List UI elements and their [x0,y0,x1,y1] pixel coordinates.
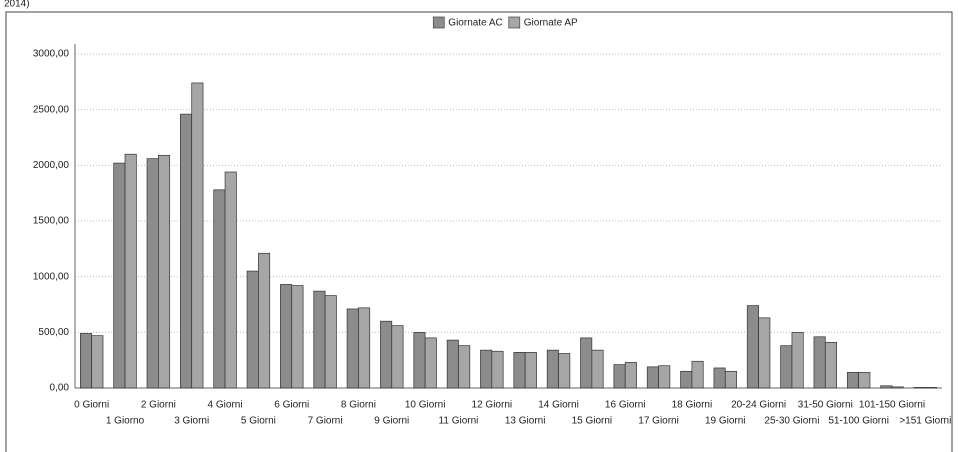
x-tick-label: 9 Giorni [374,416,409,427]
bar [746,305,759,389]
x-tick-label: 10 Giorni [405,400,446,411]
bar [758,317,771,389]
bar [513,352,526,389]
bar [891,386,904,389]
bar [824,342,837,389]
bar [691,360,704,389]
x-tick-label: 25-30 Giorni [764,416,819,427]
bar [558,353,571,389]
y-tick-label: 2000,00 [33,160,70,171]
x-tick-label: 18 Giorni [672,400,713,411]
x-tick-label: 20-24 Giorni [731,400,786,411]
bar [624,362,637,389]
x-tick-label: 3 Giorni [174,416,209,427]
x-tick-label: 13 Giorni [505,416,546,427]
bar [224,171,237,389]
bar [413,331,426,389]
legend-swatch [508,16,521,29]
bar [780,345,793,389]
x-tick-label: 8 Giorni [341,400,376,411]
y-tick-label: 1500,00 [33,216,70,227]
bar [546,349,559,389]
bar [491,350,504,389]
legend-label: Giornate AP [524,18,578,29]
x-tick-label: 15 Giorni [572,416,613,427]
bar [291,285,304,389]
bar [324,295,337,389]
bar [713,367,726,389]
y-tick-label: 500,00 [38,327,69,338]
legend-swatch [432,16,445,29]
bar [524,352,537,389]
bar [280,284,293,389]
bar [246,270,259,389]
bar [158,154,171,389]
bar [858,372,871,389]
x-tick-label: 14 Giorni [538,400,579,411]
x-tick-label: 16 Giorni [605,400,646,411]
bar [813,336,826,389]
x-tick-label: 12 Giorni [472,400,513,411]
bar [680,370,693,389]
y-tick-label: 1000,00 [33,271,70,282]
x-tick-label: 51-100 Giorni [828,416,889,427]
bar [924,387,938,389]
x-tick-label: 1 Giorno [106,416,145,427]
x-tick-label: 5 Giorni [241,416,276,427]
bar [724,370,737,389]
y-tick-label: 0,00 [50,383,70,394]
bar [113,162,126,389]
bar [846,372,859,389]
bar [346,308,359,389]
x-tick-label: 19 Giorni [705,416,746,427]
bar [880,385,893,389]
x-tick-label: 7 Giorni [308,416,343,427]
bar [380,320,393,389]
x-tick-label: 0 Giorni [74,400,109,411]
bar [146,158,159,389]
bar [91,335,104,389]
legend-label: Giornate AC [448,18,502,29]
bar [446,339,459,389]
heading: 2014) [4,0,30,10]
bar [191,82,204,389]
bar [391,325,404,389]
bar [258,252,271,389]
bar [646,366,659,389]
x-tick-label: 4 Giorni [208,400,243,411]
bar [613,364,626,389]
bar [124,153,137,389]
x-tick-label: 101-150 Giorni [859,400,925,411]
bar [591,349,604,389]
x-tick-label: 2 Giorni [141,400,176,411]
bar [458,345,471,389]
bar [79,333,93,389]
bar [213,189,226,389]
bar [580,337,593,389]
bar [313,290,326,389]
y-tick-label: 2500,00 [33,104,70,115]
x-tick-label: 6 Giorni [274,400,309,411]
bar [424,337,437,389]
bar [480,349,493,389]
bar [180,113,193,389]
bar [913,387,926,389]
x-tick-label: 31-50 Giorni [798,400,853,411]
y-tick-label: 3000,00 [33,49,70,60]
x-tick-label: 17 Giorni [638,416,679,427]
x-tick-label: >151 Giorni [899,416,951,427]
bar [658,365,671,389]
x-tick-label: 11 Giorni [439,416,479,427]
bar [358,307,371,389]
bar [791,331,804,389]
